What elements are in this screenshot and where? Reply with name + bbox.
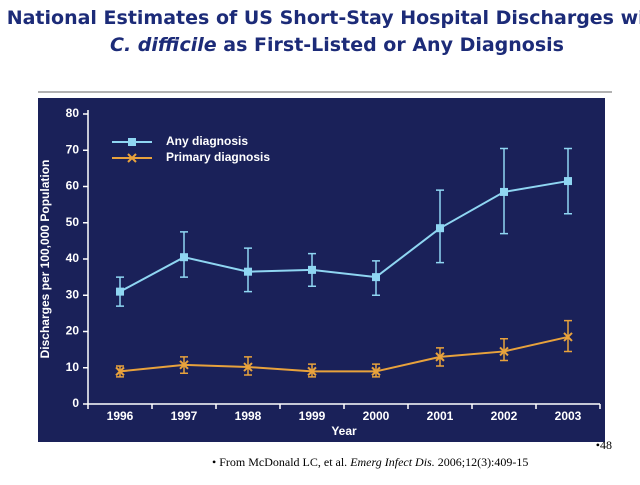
legend-label: Any diagnosis — [166, 134, 248, 148]
point — [243, 362, 253, 372]
point — [371, 366, 381, 377]
x-tick-label: 2002 — [491, 409, 518, 423]
x-tick-label: 1998 — [235, 409, 262, 423]
x-tick-label: 1996 — [107, 409, 134, 423]
y-tick-label: 80 — [66, 106, 80, 120]
point — [244, 267, 252, 276]
title-part: National Estimates of US Short-Stay Hosp… — [7, 7, 640, 29]
citation-part: • From McDonald LC, et al. — [212, 455, 350, 469]
y-tick-label: 40 — [66, 251, 80, 265]
title-italic: C. difficile — [110, 34, 217, 56]
error-bar — [500, 338, 508, 362]
y-tick-label: 10 — [66, 360, 80, 374]
legend-marker — [128, 138, 136, 146]
y-tick-label: 20 — [66, 324, 80, 338]
title-line-1: National Estimates of US Short-Stay Hosp… — [7, 7, 640, 29]
citation-part: 2006;12(3):409-15 — [435, 455, 529, 469]
point — [435, 352, 445, 362]
y-tick-label: 70 — [66, 142, 80, 156]
x-tick-label: 1997 — [171, 409, 198, 423]
point — [500, 187, 508, 196]
y-axis-label: Discharges per 100,000 Population — [38, 160, 52, 359]
point — [372, 273, 380, 282]
point — [563, 332, 573, 342]
slide-number: •48 — [596, 438, 612, 452]
y-tick-label: 30 — [66, 287, 80, 301]
x-tick-label: 2003 — [555, 409, 582, 423]
point — [116, 287, 124, 296]
series-line — [119, 335, 569, 373]
y-tick-label: 60 — [66, 179, 80, 193]
point — [307, 366, 317, 377]
citation: • From McDonald LC, et al. Emerg Infect … — [212, 455, 528, 469]
citation-italic: Emerg Infect Dis. — [349, 455, 435, 469]
title-part: as First-Listed or Any Diagnosis — [217, 34, 564, 56]
point — [436, 224, 444, 233]
point — [180, 253, 188, 262]
x-axis-label: Year — [331, 424, 357, 438]
y-tick-label: 0 — [72, 396, 79, 410]
title-line-2: C. difficile as First-Listed or Any Diag… — [110, 34, 564, 56]
point — [115, 366, 125, 377]
y-tick-label: 50 — [66, 215, 80, 229]
series-line — [119, 180, 569, 293]
point — [179, 360, 189, 370]
point — [499, 346, 509, 357]
point — [308, 265, 316, 274]
x-tick-label: 2000 — [363, 409, 390, 423]
legend-marker — [127, 153, 137, 163]
legend-label: Primary diagnosis — [166, 150, 270, 164]
x-tick-label: 1999 — [299, 409, 326, 423]
x-tick-label: 2001 — [427, 409, 454, 423]
point — [564, 177, 572, 186]
